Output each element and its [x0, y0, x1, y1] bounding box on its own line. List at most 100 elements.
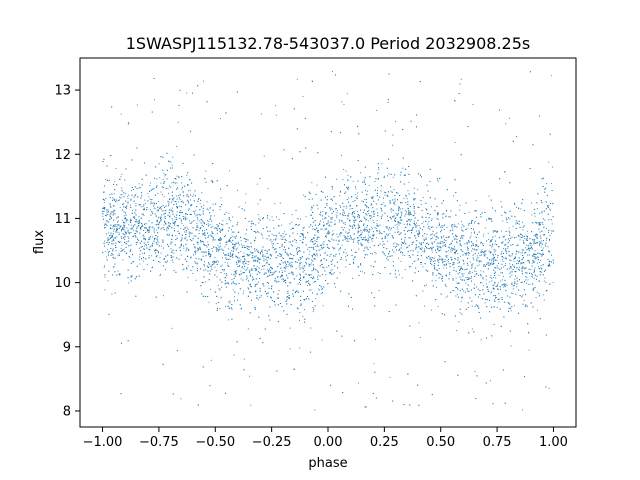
- data-point: [420, 262, 422, 264]
- data-point: [348, 186, 350, 188]
- data-point: [400, 260, 402, 262]
- data-point: [163, 229, 165, 231]
- data-point: [138, 220, 140, 222]
- data-point: [441, 259, 443, 261]
- data-point: [192, 272, 194, 274]
- data-point: [206, 265, 208, 267]
- data-point: [208, 209, 210, 211]
- data-point: [145, 228, 147, 230]
- data-point: [413, 187, 415, 189]
- data-point: [131, 227, 133, 229]
- data-point: [163, 182, 165, 184]
- data-point: [141, 213, 143, 215]
- data-point: [149, 226, 151, 228]
- data-point: [435, 251, 437, 253]
- data-point: [207, 223, 209, 225]
- data-point: [354, 227, 356, 229]
- data-point: [439, 258, 441, 260]
- data-point: [515, 236, 517, 238]
- data-point: [507, 302, 509, 304]
- data-point: [357, 266, 359, 268]
- data-point: [195, 210, 197, 212]
- data-point: [390, 186, 392, 188]
- data-point: [522, 229, 524, 231]
- data-point: [326, 233, 328, 235]
- data-point: [228, 170, 230, 172]
- data-point: [526, 249, 528, 251]
- data-point: [244, 259, 246, 261]
- data-point: [138, 221, 140, 223]
- data-point: [346, 215, 348, 217]
- data-point: [484, 302, 486, 304]
- data-point: [487, 232, 489, 234]
- data-point: [366, 240, 368, 242]
- data-point: [202, 295, 204, 297]
- data-point: [269, 269, 271, 271]
- data-point: [234, 296, 235, 298]
- data-point: [187, 209, 189, 211]
- chart-title: 1SWASPJ115132.78-543037.0 Period 2032908…: [126, 34, 531, 53]
- data-point: [125, 212, 127, 214]
- data-point: [269, 219, 271, 221]
- data-point: [258, 272, 260, 274]
- data-point: [219, 209, 221, 211]
- data-point: [261, 251, 263, 253]
- data-point: [343, 211, 345, 213]
- data-point: [495, 296, 497, 298]
- data-point: [302, 238, 304, 240]
- data-point: [169, 223, 171, 225]
- data-point: [246, 239, 248, 241]
- data-point: [226, 241, 228, 243]
- data-point: [496, 284, 498, 286]
- data-point: [514, 203, 516, 205]
- data-point: [456, 239, 458, 241]
- data-point: [227, 248, 229, 250]
- data-point: [543, 299, 545, 301]
- data-point: [237, 222, 239, 224]
- data-point: [521, 234, 523, 236]
- data-point: [533, 253, 535, 255]
- data-point: [263, 268, 265, 270]
- data-point: [521, 281, 523, 283]
- data-point: [482, 271, 484, 273]
- data-point: [109, 238, 111, 240]
- data-point: [287, 255, 289, 257]
- data-point: [189, 189, 191, 191]
- data-point: [426, 257, 428, 259]
- data-point: [202, 80, 204, 82]
- data-point: [311, 182, 313, 184]
- data-point: [299, 218, 301, 220]
- data-point: [272, 219, 274, 221]
- data-point: [263, 258, 265, 260]
- data-point: [531, 243, 533, 245]
- data-point: [498, 263, 500, 265]
- data-point: [538, 295, 540, 297]
- data-point: [151, 255, 153, 257]
- data-point: [130, 206, 132, 208]
- data-point: [367, 238, 369, 240]
- data-point: [240, 278, 242, 280]
- data-point: [162, 247, 164, 249]
- data-point: [451, 240, 453, 242]
- data-point: [202, 282, 204, 284]
- data-point: [149, 246, 151, 248]
- data-point: [194, 190, 196, 192]
- data-point: [231, 279, 233, 281]
- data-point: [214, 215, 216, 217]
- data-point: [235, 271, 237, 273]
- data-point: [531, 262, 533, 264]
- data-point: [404, 210, 406, 212]
- data-point: [514, 257, 516, 259]
- data-point: [510, 292, 512, 294]
- data-point: [124, 250, 126, 252]
- data-point: [412, 227, 414, 229]
- data-point: [163, 213, 165, 215]
- data-point: [123, 215, 125, 217]
- data-point: [397, 257, 399, 259]
- data-point: [491, 263, 493, 265]
- data-point: [162, 186, 164, 188]
- data-point: [423, 239, 425, 241]
- data-point: [116, 236, 118, 238]
- data-point: [419, 336, 421, 338]
- data-point: [169, 160, 171, 162]
